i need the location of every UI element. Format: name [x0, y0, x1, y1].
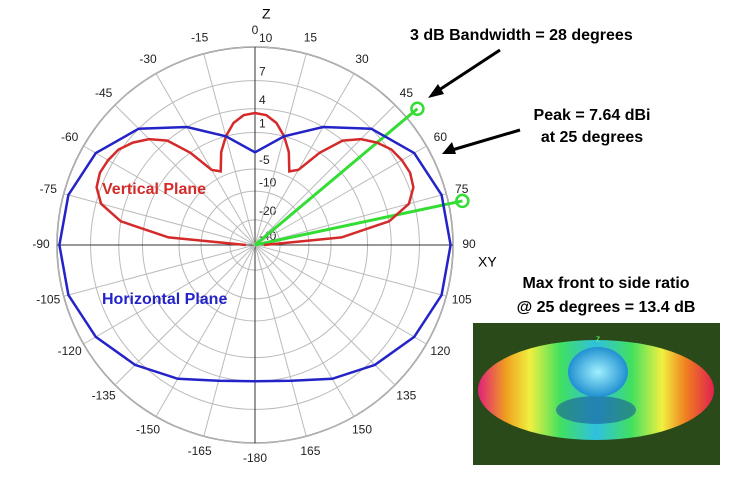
r-tick-label: 10: [259, 31, 273, 45]
annotation: 3 dB Bandwidth = 28 degrees: [410, 27, 633, 44]
angle-tick-label: 0: [252, 23, 259, 37]
angle-tick-label: 90: [462, 237, 476, 251]
r-tick-label: -5: [259, 153, 270, 167]
angle-tick-label: -180: [243, 451, 267, 465]
annotation: at 25 degrees: [541, 129, 643, 146]
angle-tick-label: -150: [136, 423, 160, 437]
angle-tick-label: 150: [352, 423, 372, 437]
r-tick-label: 7: [259, 65, 266, 79]
angle-tick-label: -120: [58, 344, 82, 358]
angle-tick-label: -15: [191, 30, 209, 44]
r-tick-label: 1: [259, 117, 266, 131]
angle-tick-label: -45: [95, 86, 113, 100]
angle-tick-label: 15: [304, 30, 318, 44]
angle-tick-label: 135: [396, 388, 416, 402]
angle-tick-label: 45: [400, 86, 414, 100]
annotation: @ 25 degrees = 13.4 dB: [517, 299, 696, 316]
angle-tick-label: 120: [430, 344, 450, 358]
angle-tick-label: 60: [434, 130, 448, 144]
annotation: Peak = 7.64 dBi: [534, 107, 651, 124]
r-tick-label: 4: [259, 93, 266, 107]
angle-tick-label: -75: [40, 182, 58, 196]
legend-label: Vertical Plane: [102, 181, 206, 198]
r-tick-label: -10: [259, 175, 277, 189]
angle-tick-label: 105: [452, 293, 472, 307]
angle-tick-label: -90: [32, 237, 50, 251]
annotation: Max front to side ratio: [522, 275, 689, 292]
axis-label: Z: [262, 6, 271, 22]
axis-label: XY: [478, 254, 497, 270]
angle-tick-label: 75: [455, 182, 469, 196]
angle-tick-label: -165: [188, 444, 212, 458]
angle-tick-label: -30: [139, 52, 157, 66]
angle-tick-label: 30: [355, 52, 369, 66]
angle-tick-label: -105: [36, 293, 60, 307]
chart: z 10741-5-10-20-400153045607590105120135…: [0, 0, 732, 491]
pattern-3d: z: [473, 323, 720, 465]
angle-tick-label: -135: [92, 388, 116, 402]
angle-tick-label: 165: [300, 444, 320, 458]
legend-label: Horizontal Plane: [102, 291, 227, 308]
svg-text:z: z: [596, 333, 601, 343]
angle-tick-label: -60: [61, 130, 79, 144]
